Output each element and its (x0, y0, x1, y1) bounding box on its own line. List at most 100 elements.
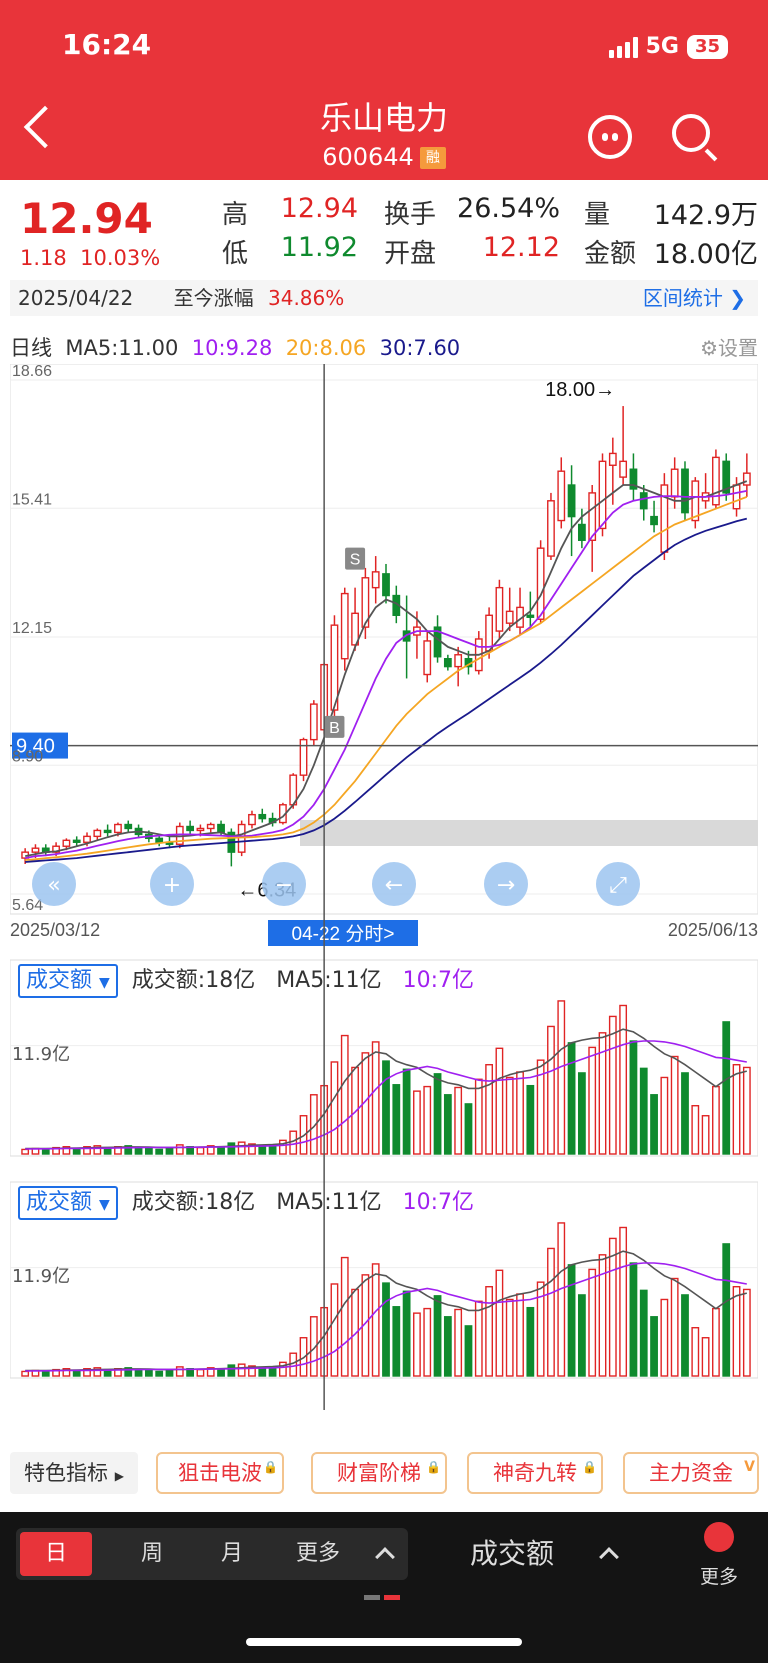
signal-icon (608, 36, 638, 58)
amount-bar (237, 1363, 246, 1377)
amount-bar (547, 1025, 555, 1155)
amount-bar (732, 1064, 741, 1155)
candle-body (485, 614, 493, 652)
amount-bar (382, 1282, 390, 1377)
amount-bar (62, 1146, 71, 1155)
lock-icon: 🔒 (582, 1460, 597, 1474)
candle-body (526, 614, 535, 618)
amount-bar (577, 1072, 586, 1155)
candle-body (670, 468, 679, 498)
amount-bar (155, 1370, 164, 1377)
indicator-selector-1[interactable]: 成交额 ▼ (18, 964, 118, 998)
period-week-tab[interactable]: 周 (140, 1541, 163, 1566)
zoom-in-icon-glyph: + (163, 873, 181, 898)
chevron-up-icon[interactable] (599, 1547, 619, 1567)
amount-bar (124, 1367, 133, 1377)
zoom-out-icon: − (262, 862, 306, 906)
amount-bar (371, 1263, 380, 1377)
volume-2-ytick: 11.9亿 (12, 1266, 71, 1287)
period-day-tab[interactable]: 日 (20, 1532, 92, 1576)
amount-bar (701, 1115, 710, 1155)
low-label: 低 (222, 239, 249, 269)
amount-label: 金额 (584, 239, 637, 269)
candle-body (722, 460, 731, 494)
indicator-button-3[interactable]: 神奇九转 🔒 (467, 1452, 603, 1494)
amount-bar (361, 1052, 370, 1155)
selected-date: 2025/04/22 (18, 286, 134, 310)
more-button[interactable]: 更多 (694, 1522, 744, 1589)
special-indicators-button[interactable]: 特色指标 ▶ (10, 1452, 138, 1494)
amount-bar (567, 1042, 576, 1155)
amount-bar (495, 1047, 504, 1155)
period-month-tab[interactable]: 月 (220, 1541, 243, 1566)
amount-bar (340, 1256, 349, 1377)
amount-bar (732, 1286, 741, 1377)
ma5-legend: MA5:11.00 (65, 336, 179, 360)
y-tick-label: 18.66 (12, 364, 52, 380)
amount-bar (742, 1288, 751, 1377)
page-indicator (364, 1595, 400, 1600)
candle-body (732, 484, 741, 510)
amount-bar (413, 1312, 421, 1377)
candle-body (547, 500, 555, 557)
amount-bar (464, 1325, 473, 1377)
amount-bar (650, 1316, 658, 1377)
period-more-tab[interactable]: 更多 (296, 1532, 396, 1576)
candle-body (72, 839, 81, 843)
range-stats-button[interactable]: 区间统计 ❯ (643, 280, 746, 316)
amount-bar (464, 1103, 473, 1155)
ma10-legend: 10:9.28 (191, 336, 273, 360)
indicator-button-4[interactable]: 主力资金 V (623, 1452, 759, 1494)
indicator-switch[interactable]: 成交额 (470, 1537, 555, 1570)
candle-body (598, 460, 607, 530)
amount-bar (144, 1146, 153, 1155)
indicator-bar: 特色指标 ▶ 狙击电波 🔒 财富阶梯 🔒 神奇九转 🔒 主力资金 V (0, 1444, 768, 1504)
zoom-out-icon-circle (262, 862, 306, 906)
candle-body (124, 823, 133, 830)
indicator-selector-2[interactable]: 成交额 ▼ (18, 1186, 118, 1220)
candle-body (382, 573, 390, 597)
amount-bar (72, 1369, 81, 1377)
caret-right-icon: ▶ (114, 1469, 124, 1483)
amount-bar (712, 1307, 720, 1377)
amount-bar (639, 1289, 648, 1377)
quote-panel: 12.94 1.18 10.03% 高 12.94 低 11.92 换手 26.… (0, 180, 768, 316)
amount-bar (567, 1264, 576, 1377)
candle-body (691, 480, 700, 522)
amount-bar (413, 1090, 421, 1155)
indicator-button-2[interactable]: 财富阶梯 🔒 (311, 1452, 447, 1494)
candle-body (103, 829, 112, 834)
indicator-button-1[interactable]: 狙击电波 🔒 (156, 1452, 284, 1494)
amount-bar (474, 1078, 483, 1155)
buy-marker: B (324, 715, 345, 738)
settings-button[interactable]: ⚙设置 (700, 332, 758, 361)
amount-bar (423, 1307, 432, 1377)
amount-bar (402, 1290, 411, 1377)
candle-body (93, 829, 102, 838)
robot-assistant-icon[interactable] (588, 115, 632, 159)
candle-body (495, 586, 504, 632)
y-tick-label: 5.64 (12, 897, 43, 914)
amount-value: 成交额:18亿 (131, 1190, 256, 1215)
ma10-line (25, 490, 747, 859)
amount-bar (505, 1298, 514, 1377)
start-date: 2025/03/12 (10, 920, 100, 940)
range-stats-label: 区间统计 (642, 286, 723, 310)
amount-bar (681, 1072, 689, 1155)
amount-ma10-line (25, 1262, 747, 1372)
since-percent: 34.86% (268, 286, 345, 310)
volume-panel-2-header: 成交额 ▼ 成交额:18亿 MA5:11亿 10:7亿 (18, 1184, 474, 1220)
amount-bar (279, 1361, 287, 1377)
bottom-toolbar: 日 周 月 更多 成交额 更多 (0, 1512, 768, 1663)
candle-body (309, 703, 318, 741)
candle-body (248, 813, 256, 826)
volume-1-ytick: 11.9亿 (12, 1044, 71, 1065)
amount-bar (62, 1368, 71, 1377)
arrow-left-icon-circle (372, 862, 416, 906)
arrow-right-icon-circle (484, 862, 528, 906)
since-label: 至今涨幅 (173, 286, 254, 310)
sell-marker-label: S (350, 552, 361, 569)
search-icon[interactable] (672, 114, 710, 152)
